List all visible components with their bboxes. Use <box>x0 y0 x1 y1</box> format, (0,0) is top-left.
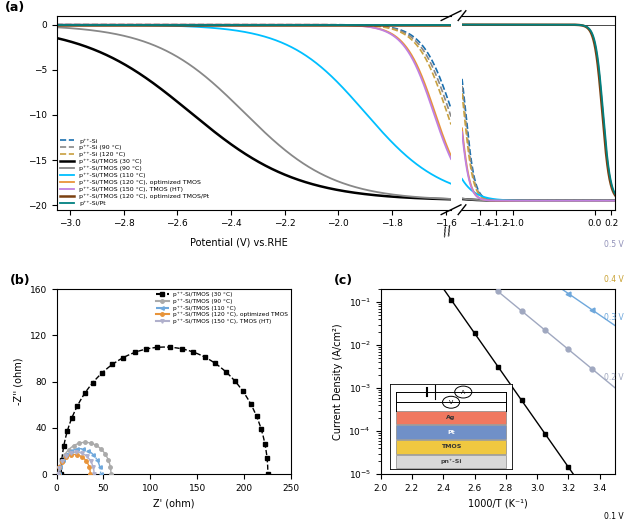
X-axis label: 1000/T (K⁻¹): 1000/T (K⁻¹) <box>468 499 528 508</box>
Text: (c): (c) <box>333 275 353 288</box>
Text: 0.4 V: 0.4 V <box>605 276 624 284</box>
Text: 0.3 V: 0.3 V <box>605 313 624 322</box>
Text: 0.1 V: 0.1 V <box>605 512 624 521</box>
X-axis label: Z' (ohm): Z' (ohm) <box>153 499 195 508</box>
Text: (a): (a) <box>5 1 26 14</box>
Legend: p⁺⁺-Si, p⁺⁺-Si (90 °C), p⁺⁺-Si (120 °C), p⁺⁺-Si/TMOS (30 °C), p⁺⁺-Si/TMOS (90 °C: p⁺⁺-Si, p⁺⁺-Si (90 °C), p⁺⁺-Si (120 °C),… <box>59 137 210 207</box>
Text: Potential (V) vs.RHE: Potential (V) vs.RHE <box>190 237 288 247</box>
Text: (b): (b) <box>9 275 30 288</box>
Y-axis label: Current Density (A/cm²): Current Density (A/cm²) <box>333 324 343 440</box>
Text: 0.5 V: 0.5 V <box>605 240 624 249</box>
Text: //: // <box>441 224 452 239</box>
Text: 0.2 V: 0.2 V <box>605 374 624 382</box>
Legend: p⁺⁺-Si/TMOS (30 °C), p⁺⁺-Si/TMOS (90 °C), p⁺⁺-Si/TMOS (110 °C), p⁺⁺-Si/TMOS (120: p⁺⁺-Si/TMOS (30 °C), p⁺⁺-Si/TMOS (90 °C)… <box>154 291 290 325</box>
Y-axis label: -Z'' (ohm): -Z'' (ohm) <box>14 358 24 405</box>
